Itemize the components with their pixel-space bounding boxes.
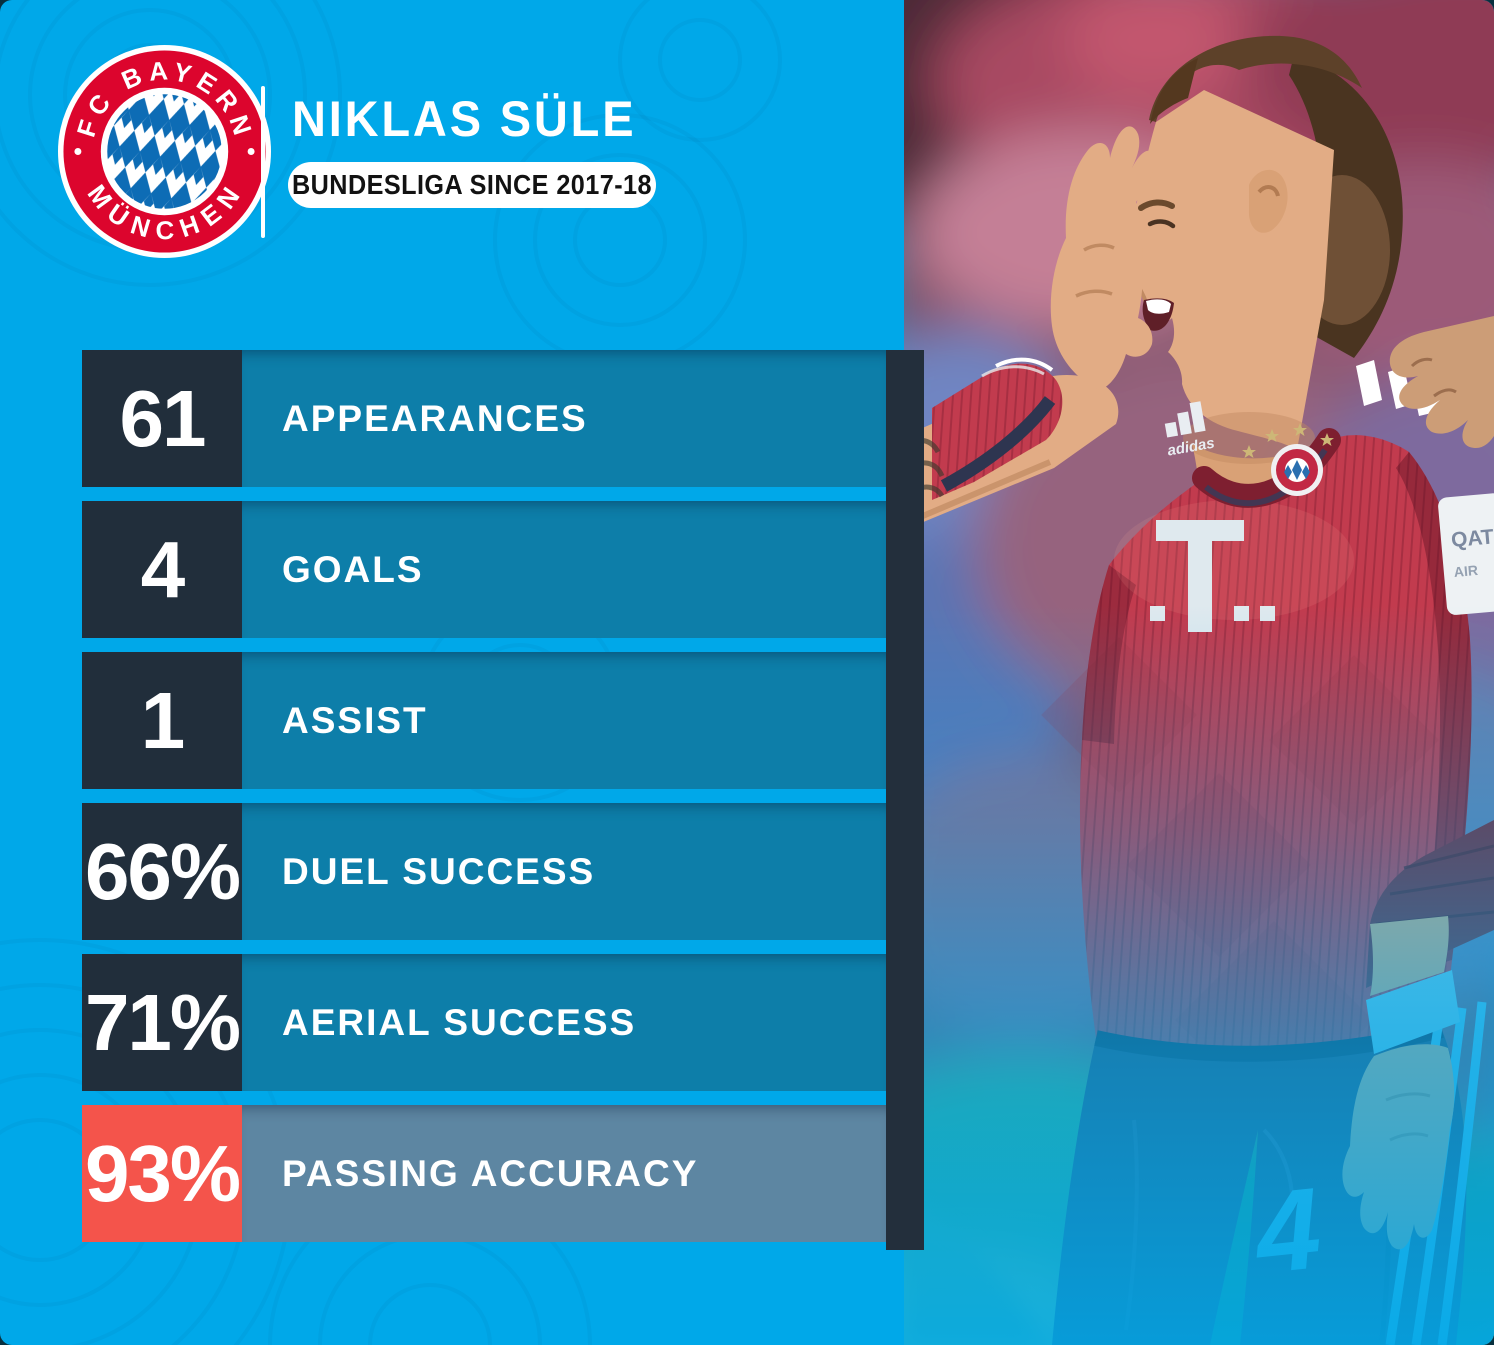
- page-title: NIKLAS SÜLE: [292, 92, 658, 147]
- stat-value: 66%: [82, 803, 242, 940]
- badge-diamond-core: [106, 93, 223, 210]
- stat-label: GOALS: [282, 548, 424, 590]
- subtitle-badge: BUNDESLIGA SINCE 2017-18: [288, 162, 656, 208]
- stat-value: 1: [82, 652, 242, 789]
- stat-row: 93% PASSING ACCURACY: [82, 1105, 886, 1242]
- subtitle-badge-text: BUNDESLIGA SINCE 2017-18: [292, 169, 652, 200]
- stat-label: APPEARANCES: [282, 397, 588, 439]
- stat-bar: DUEL SUCCESS: [242, 803, 886, 940]
- stat-value: 71%: [82, 954, 242, 1091]
- stat-label: AERIAL SUCCESS: [282, 1001, 637, 1043]
- stat-value: 93%: [82, 1105, 242, 1242]
- stats-list: 61 APPEARANCES 4 GOALS 1 ASSIST 66% DUEL…: [82, 350, 886, 1256]
- stat-label: PASSING ACCURACY: [282, 1152, 699, 1194]
- header-divider: [261, 86, 265, 238]
- stat-bar: AERIAL SUCCESS: [242, 954, 886, 1091]
- stat-row: 71% AERIAL SUCCESS: [82, 954, 886, 1091]
- stat-bar: ASSIST: [242, 652, 886, 789]
- stat-label: DUEL SUCCESS: [282, 850, 596, 892]
- club-crest-logo: FC BAYERN MÜNCHEN: [57, 44, 272, 259]
- stat-label: ASSIST: [282, 699, 428, 741]
- stats-side-strip: [886, 350, 924, 1250]
- stat-row: 4 GOALS: [82, 501, 886, 638]
- stat-row: 61 APPEARANCES: [82, 350, 886, 487]
- player-name: NIKLAS SÜLE: [292, 91, 637, 147]
- stat-bar: PASSING ACCURACY: [242, 1105, 886, 1242]
- stat-bar: APPEARANCES: [242, 350, 886, 487]
- player-photo: adidas: [904, 0, 1494, 1345]
- stat-value: 4: [82, 501, 242, 638]
- stat-row: 1 ASSIST: [82, 652, 886, 789]
- stat-bar: GOALS: [242, 501, 886, 638]
- stat-value: 61: [82, 350, 242, 487]
- cyan-overlay: [904, 0, 1494, 1345]
- stat-row: 66% DUEL SUCCESS: [82, 803, 886, 940]
